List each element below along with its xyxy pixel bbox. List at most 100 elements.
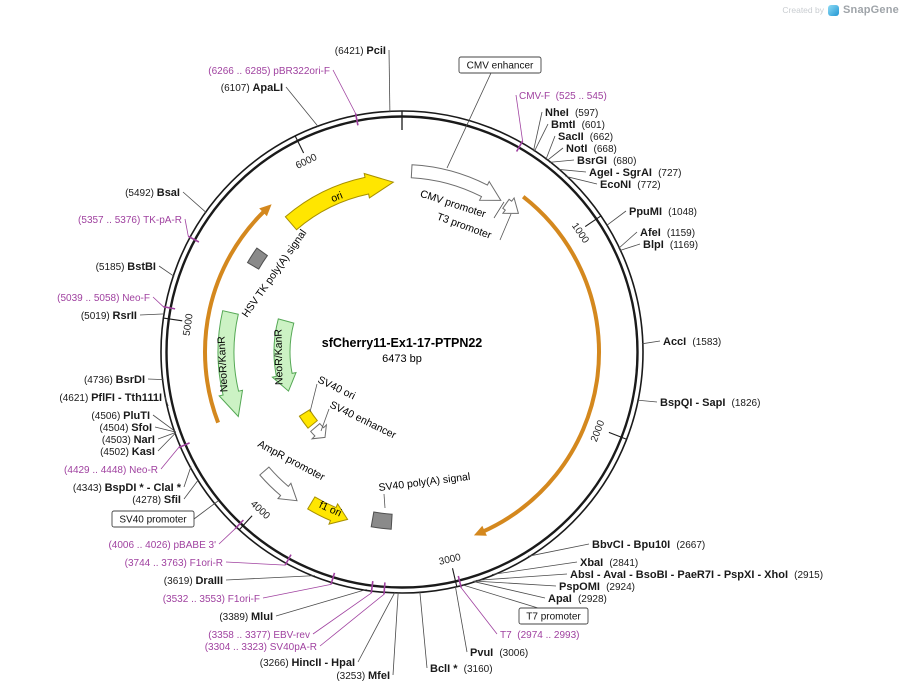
feature-f1-ori[interactable]: [307, 496, 349, 525]
enzyme-label-kasi[interactable]: (4502) KasI: [100, 446, 155, 458]
feature-cmv-promoter[interactable]: [410, 164, 502, 201]
enzyme-label-mlui[interactable]: (3389) MluI: [219, 611, 273, 623]
feature-ori[interactable]: [284, 172, 395, 231]
enzyme-label-rsrii[interactable]: (5019) RsrII: [81, 310, 137, 322]
enzyme-label-noti[interactable]: NotI (668): [566, 143, 617, 155]
scale-tick-2000: [608, 431, 627, 440]
primer-connector-line: [515, 94, 523, 142]
feature-hsv-tk-polya-signal[interactable]: [246, 247, 269, 270]
boxed-label-t7-promoter[interactable]: T7 promoter: [526, 612, 581, 623]
scale-label-5000: 5000: [182, 313, 196, 337]
feature-connector-line: [499, 213, 512, 241]
primer-site-tick-sv40pa-r: [383, 582, 386, 595]
feature-orf-right[interactable]: [481, 195, 601, 534]
site-connector-line: [533, 111, 543, 152]
enzyme-label-bspqi-sapi[interactable]: BspQI - SapI (1826): [660, 397, 760, 409]
enzyme-label-agei-sgrai[interactable]: AgeI - SgrAI (727): [589, 167, 681, 179]
enzyme-label-draiii[interactable]: (3619) DraIII: [164, 575, 223, 587]
primer-label-tk-pa-r[interactable]: (5357 .. 5376) TK-pA-R: [78, 215, 182, 226]
enzyme-label-sfoi[interactable]: (4504) SfoI: [100, 422, 152, 434]
feature-label-sv40-ori[interactable]: SV40 ori: [316, 374, 357, 402]
primer-connector-line: [332, 69, 356, 114]
site-connector-line: [285, 86, 319, 128]
scale-tick-1000: [584, 215, 602, 228]
enzyme-label-pflfi-tth111i[interactable]: (4621) PflFI - Tth111I: [59, 392, 162, 404]
site-connector-line: [619, 243, 641, 251]
site-connector-line: [605, 210, 627, 227]
enzyme-label-bsrgi[interactable]: BsrGI (680): [577, 155, 636, 167]
enzyme-label-pvui[interactable]: PvuI (3006): [470, 647, 528, 659]
primer-label-neo-r[interactable]: (4429 .. 4448) Neo-R: [64, 465, 158, 476]
enzyme-label-bsai[interactable]: (5492) BsaI: [125, 187, 180, 199]
feature-label-ori[interactable]: ori: [329, 189, 344, 204]
primer-label-pbr322ori-f[interactable]: (6266 .. 6285) pBR322ori-F: [208, 66, 330, 77]
enzyme-label-afei[interactable]: AfeI (1159): [640, 227, 695, 239]
site-connector-line: [491, 561, 578, 575]
site-connector-line: [641, 340, 661, 345]
enzyme-label-acci[interactable]: AccI (1583): [663, 336, 721, 348]
primer-label-t7[interactable]: T7 (2974 .. 2993): [500, 630, 580, 641]
primer-site-tick-f1ori-r: [284, 554, 292, 566]
primer-connector-line: [312, 592, 372, 635]
feature-connector-line: [309, 383, 318, 413]
enzyme-label-bspdi-clai[interactable]: (4343) BspDI * - ClaI *: [73, 482, 182, 494]
feature-label-neor-kanr[interactable]: NeoR/KanR: [273, 329, 286, 386]
primer-label-neo-f[interactable]: (5039 .. 5058) Neo-F: [57, 293, 150, 304]
primer-connector-line: [218, 528, 236, 545]
feature-sv40-ori[interactable]: [298, 409, 319, 429]
enzyme-label-sfii[interactable]: (4278) SfiI: [132, 494, 181, 506]
enzyme-label-econi[interactable]: EcoNI (772): [600, 179, 661, 191]
feature-label-neor-kanr[interactable]: NeoR/KanR: [216, 335, 231, 392]
site-connector-line: [419, 591, 428, 669]
primer-label-sv40pa-r[interactable]: (3304 .. 3323) SV40pA-R: [205, 642, 317, 653]
feature-label-sv40-poly-a-signal[interactable]: SV40 poly(A) signal: [378, 471, 471, 494]
feature-ampr-promoter[interactable]: [259, 466, 298, 502]
site-connector-line: [475, 573, 568, 581]
boxed-label-box-sv40-promoter: [111, 510, 195, 528]
site-connector-line: [392, 591, 399, 676]
enzyme-label-bcli[interactable]: BclI * (3160): [430, 663, 493, 675]
plasmid-size: 6473 bp: [382, 353, 422, 365]
feature-sv40-polya-signal[interactable]: [370, 511, 393, 530]
enzyme-label-absi-avai-bsobi-paer7i-pspxi-xhoi[interactable]: AbsI - AvaI - BsoBI - PaeR7I - PspXI - X…: [570, 569, 823, 581]
enzyme-label-xbai[interactable]: XbaI (2841): [580, 557, 638, 569]
enzyme-label-sacii[interactable]: SacII (662): [558, 131, 613, 143]
enzyme-label-pluti[interactable]: (4506) PluTI: [91, 410, 150, 422]
boxed-label-cmv-enhancer[interactable]: CMV enhancer: [467, 61, 534, 72]
site-connector-line: [154, 426, 176, 433]
feature-neor-kanr-2[interactable]: [271, 318, 297, 392]
feature-connector-line: [383, 493, 386, 509]
enzyme-label-pcii[interactable]: (6421) PciI: [335, 45, 386, 57]
feature-t3-promoter[interactable]: [501, 196, 520, 214]
feature-orf-left[interactable]: [203, 208, 267, 424]
scale-label-4000: 4000: [248, 499, 272, 522]
boxed-label-sv40-promoter[interactable]: SV40 promoter: [119, 515, 187, 526]
primer-label-cmv-f[interactable]: CMV-F (525 .. 545): [519, 91, 607, 102]
orf-right-arrowhead-icon: [473, 525, 487, 536]
feature-sv40-enhancer[interactable]: [309, 422, 328, 440]
primer-site-tick-ebv-rev: [370, 581, 374, 594]
enzyme-label-blpi[interactable]: BlpI (1169): [643, 239, 698, 251]
enzyme-label-apai[interactable]: ApaI (2928): [548, 593, 607, 605]
primer-label-f1ori-r[interactable]: (3744 .. 3763) F1ori-R: [125, 558, 223, 569]
feature-label-sv40-enhancer[interactable]: SV40 enhancer: [328, 399, 399, 442]
primer-site-tick-pbr322ori-f: [354, 113, 359, 126]
enzyme-label-bbvci-bpu10i[interactable]: BbvCI - Bpu10I (2667): [592, 539, 705, 551]
enzyme-label-mfei[interactable]: (3253) MfeI: [336, 670, 390, 682]
enzyme-label-nhei[interactable]: NheI (597): [545, 107, 598, 119]
primer-label-ebv-rev[interactable]: (3358 .. 3377) EBV-rev: [208, 630, 310, 641]
enzyme-label-apali[interactable]: (6107) ApaLI: [221, 82, 283, 94]
primer-label-pbabe-3[interactable]: (4006 .. 4026) pBABE 3': [108, 540, 216, 551]
enzyme-label-bstbi[interactable]: (5185) BstBI: [96, 261, 156, 273]
plasmid-title: sfCherry11-Ex1-17-PTPN22: [322, 336, 483, 350]
enzyme-label-nari[interactable]: (4503) NarI: [102, 434, 155, 446]
enzyme-label-pspomi[interactable]: PspOMI (2924): [559, 581, 635, 593]
feature-connector-line: [493, 201, 505, 219]
enzyme-label-ppumi[interactable]: PpuMI (1048): [629, 206, 697, 218]
enzyme-label-hincii-hpai[interactable]: (3266) HincII - HpaI: [260, 657, 355, 669]
feature-label-hsv-tk-poly-a-signal[interactable]: HSV TK poly(A) signal: [240, 227, 310, 319]
feature-neor-kanr[interactable]: [217, 310, 244, 418]
enzyme-label-bsrdi[interactable]: (4736) BsrDI: [84, 374, 145, 386]
primer-label-f1ori-f[interactable]: (3532 .. 3553) F1ori-F: [163, 594, 260, 605]
enzyme-label-bmti[interactable]: BmtI (601): [551, 119, 605, 131]
